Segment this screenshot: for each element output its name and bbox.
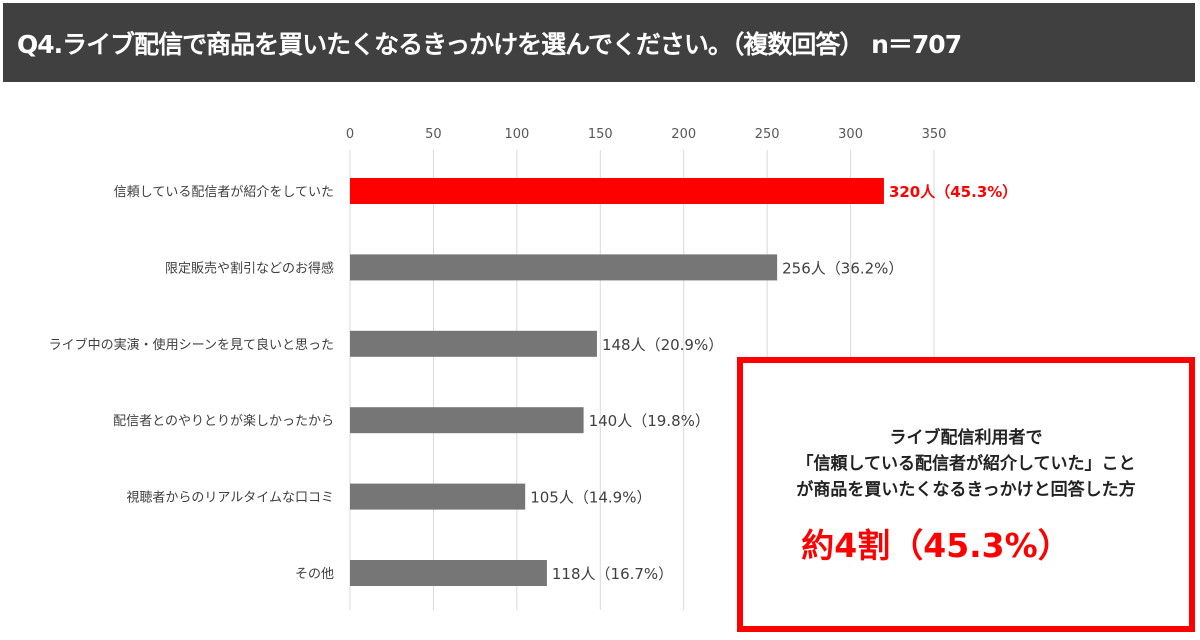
category-label: ライブ中の実演・使用シーンを見て良いと思った — [49, 337, 334, 353]
bar — [350, 483, 526, 510]
category-label: 視聴者からのリアルタイムな口コミ — [126, 491, 334, 506]
data-label: 105人（14.9%） — [530, 489, 651, 507]
data-label: 256人（36.2%） — [782, 259, 903, 277]
category-label: 限定販売や割引などのお得感 — [165, 260, 334, 276]
page-title: Q4.ライブ配信で商品を買いたくなるきっかけを選んでください。（複数回答） n＝… — [17, 30, 962, 59]
callout-line: 「信頼している配信者が紹介していた」こと — [796, 454, 1136, 474]
data-label: 320人（45.3%） — [889, 183, 1017, 201]
tick-label: 0 — [346, 127, 354, 142]
bar — [350, 330, 597, 357]
tick-label: 200 — [671, 127, 696, 142]
bar — [350, 254, 778, 281]
bar — [350, 560, 547, 586]
data-label: 118人（16.7%） — [552, 565, 673, 583]
callout-headline: 約4割（45.3%） — [801, 526, 1071, 565]
tick-label: 150 — [588, 127, 613, 142]
category-label: 配信者とのやりとりが楽しかったから — [113, 413, 334, 429]
tick-label: 250 — [755, 127, 780, 142]
callout-line: が商品を買いたくなるきっかけと回答した方 — [796, 480, 1136, 500]
tick-label: 300 — [838, 127, 863, 142]
tick-label: 100 — [504, 127, 529, 142]
data-label: 148人（20.9%） — [602, 336, 723, 354]
category-label: 信頼している配信者が紹介をしていた — [114, 185, 334, 200]
bar — [350, 178, 884, 204]
category-label: その他 — [295, 567, 334, 582]
data-label: 140人（19.8%） — [589, 412, 710, 430]
header-bar: Q4.ライブ配信で商品を買いたくなるきっかけを選んでください。（複数回答） n＝… — [3, 3, 1195, 82]
callout-text: ライブ配信利用者で 「信頼している配信者が紹介していた」こと が商品を買いたくな… — [743, 425, 1189, 503]
callout-line: ライブ配信利用者で — [889, 428, 1043, 448]
tick-label: 350 — [922, 127, 947, 142]
tick-label: 50 — [425, 127, 442, 142]
bar — [350, 407, 584, 434]
callout-box: ライブ配信利用者で 「信頼している配信者が紹介していた」こと が商品を買いたくな… — [737, 357, 1195, 632]
